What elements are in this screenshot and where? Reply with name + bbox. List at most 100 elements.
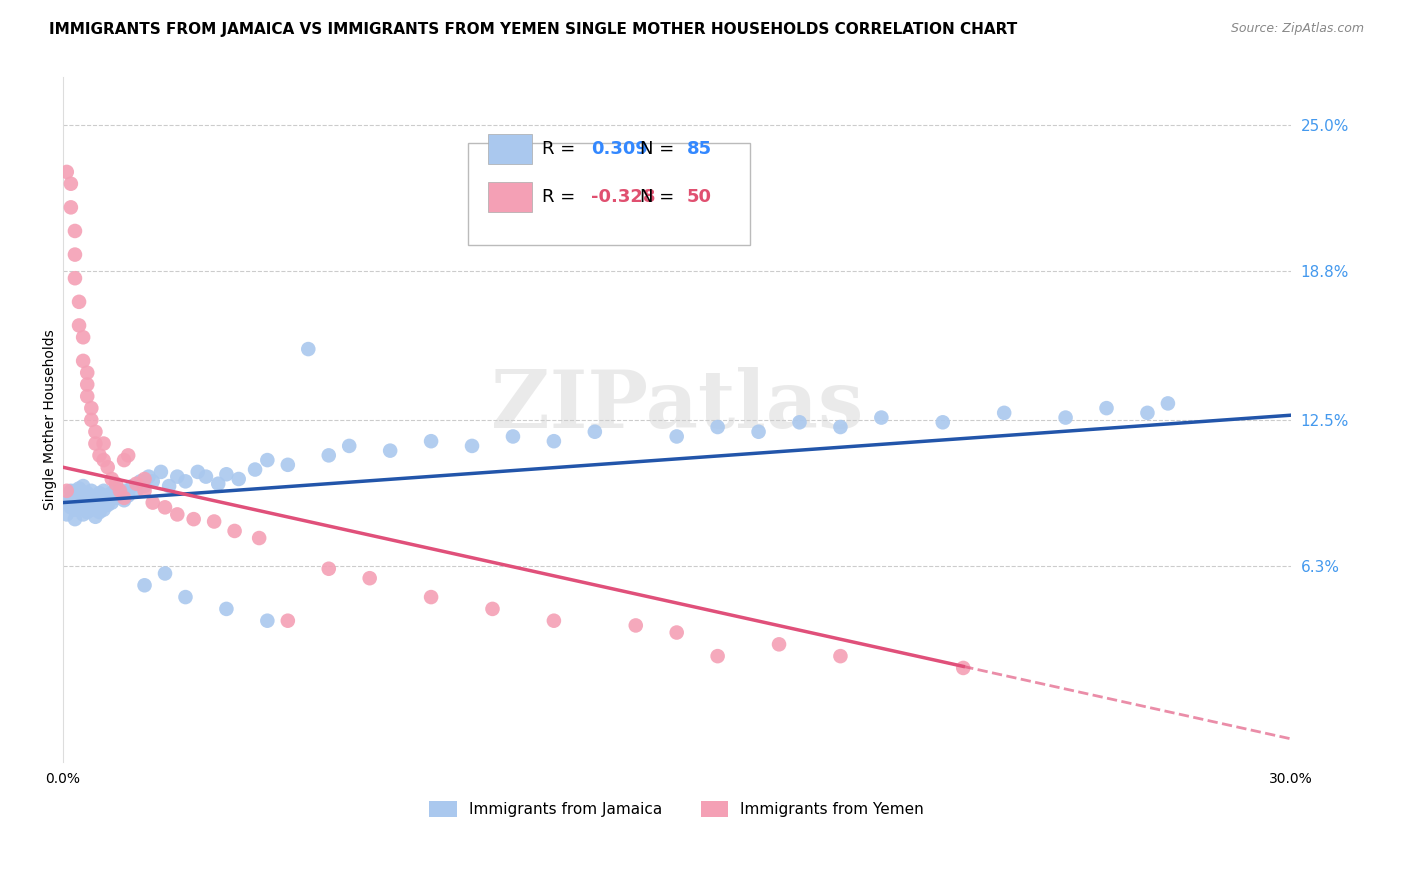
Text: IMMIGRANTS FROM JAMAICA VS IMMIGRANTS FROM YEMEN SINGLE MOTHER HOUSEHOLDS CORREL: IMMIGRANTS FROM JAMAICA VS IMMIGRANTS FR… [49, 22, 1018, 37]
Point [63, 271, 86, 285]
Text: R =: R = [541, 140, 581, 159]
Point [55, 483, 77, 498]
Point [112, 491, 135, 505]
Point [706, 420, 728, 434]
FancyBboxPatch shape [468, 143, 751, 245]
Point [80, 493, 103, 508]
Point [101, 486, 124, 500]
Point [318, 449, 340, 463]
Point [461, 439, 484, 453]
Point [72, 489, 94, 503]
Text: 85: 85 [686, 140, 711, 159]
Point [108, 486, 131, 500]
Point [59, 483, 82, 498]
Text: Source: ZipAtlas.com: Source: ZipAtlas.com [1230, 22, 1364, 36]
Point [63, 224, 86, 238]
Point [89, 449, 111, 463]
Point [101, 495, 124, 509]
Point [183, 512, 205, 526]
Point [93, 436, 115, 450]
Point [125, 483, 148, 498]
Point [59, 500, 82, 515]
Point [228, 472, 250, 486]
Point [215, 467, 238, 482]
Point [378, 443, 401, 458]
Point [768, 637, 790, 651]
Text: -0.328: -0.328 [591, 188, 655, 206]
Point [97, 498, 120, 512]
Point [97, 489, 120, 503]
Point [256, 614, 278, 628]
Point [706, 649, 728, 664]
Point [72, 354, 94, 368]
Point [59, 177, 82, 191]
Y-axis label: Single Mother Households: Single Mother Households [44, 329, 58, 510]
Point [153, 566, 176, 581]
Point [166, 508, 188, 522]
Point [789, 415, 811, 429]
Text: N =: N = [640, 140, 681, 159]
Point [67, 318, 90, 333]
Point [63, 512, 86, 526]
Point [93, 483, 115, 498]
Point [247, 531, 270, 545]
Point [277, 614, 299, 628]
Point [870, 410, 893, 425]
Point [543, 614, 565, 628]
Point [134, 479, 156, 493]
Point [112, 483, 135, 498]
Point [502, 429, 524, 443]
Point [952, 661, 974, 675]
Point [55, 165, 77, 179]
Point [67, 294, 90, 309]
Point [125, 476, 148, 491]
Text: 0.309: 0.309 [591, 140, 648, 159]
Point [174, 590, 197, 604]
Point [89, 486, 111, 500]
Point [72, 498, 94, 512]
Point [481, 602, 503, 616]
Point [256, 453, 278, 467]
Point [297, 342, 319, 356]
Point [277, 458, 299, 472]
FancyBboxPatch shape [488, 135, 531, 164]
Point [359, 571, 381, 585]
Point [830, 649, 852, 664]
Point [932, 415, 955, 429]
Point [84, 491, 107, 505]
Point [1095, 401, 1118, 416]
Point [72, 508, 94, 522]
Point [84, 436, 107, 450]
Point [207, 476, 229, 491]
Point [112, 493, 135, 508]
Point [59, 200, 82, 214]
Point [1136, 406, 1159, 420]
Point [318, 562, 340, 576]
Point [129, 475, 152, 489]
Point [76, 486, 98, 500]
Point [72, 330, 94, 344]
Point [67, 500, 90, 515]
Point [97, 460, 120, 475]
Point [89, 495, 111, 509]
Point [142, 475, 165, 489]
Point [157, 479, 180, 493]
Point [134, 483, 156, 498]
Point [830, 420, 852, 434]
Point [420, 590, 443, 604]
Point [63, 493, 86, 508]
Point [93, 502, 115, 516]
Point [67, 482, 90, 496]
Text: 50: 50 [686, 188, 711, 206]
Point [1054, 410, 1077, 425]
Point [993, 406, 1015, 420]
Point [1157, 396, 1180, 410]
Point [665, 429, 688, 443]
Point [55, 508, 77, 522]
Point [63, 247, 86, 261]
Point [76, 389, 98, 403]
Point [112, 453, 135, 467]
Point [72, 479, 94, 493]
Point [583, 425, 606, 439]
Point [166, 469, 188, 483]
